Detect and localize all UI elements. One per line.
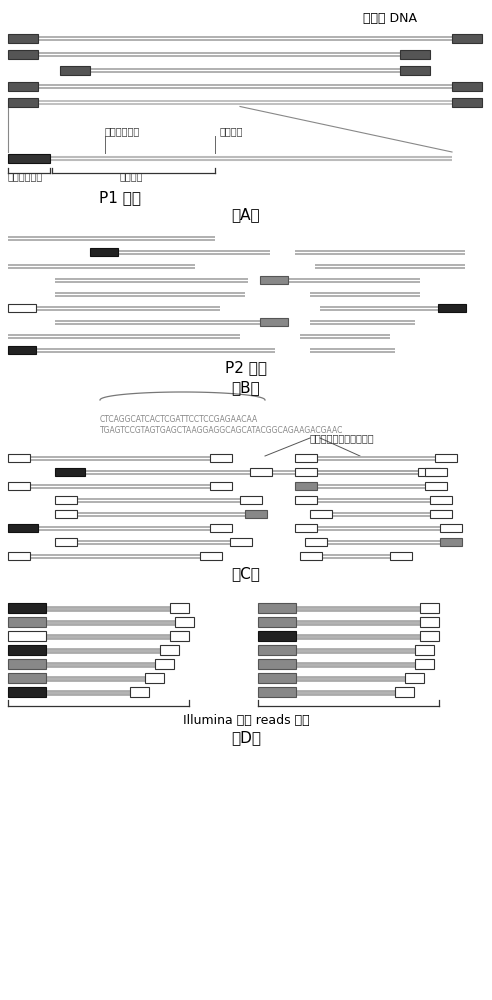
Bar	[420, 617, 439, 627]
Bar	[305, 538, 327, 546]
Text: （D）: （D）	[231, 730, 261, 746]
Text: CTCAGGCATCACTCGATTCCTCCGAGAACAA: CTCAGGCATCACTCGATTCCTCCGAGAACAA	[100, 415, 258, 424]
Bar	[295, 496, 317, 504]
Bar	[8, 603, 46, 613]
Text: 酶切位点: 酶切位点	[220, 126, 244, 136]
Bar	[435, 454, 457, 462]
Bar	[8, 454, 30, 462]
Bar	[8, 631, 46, 641]
Bar	[295, 482, 317, 490]
Bar	[295, 524, 317, 532]
Bar	[295, 454, 317, 462]
Bar	[405, 673, 424, 683]
Bar	[452, 33, 482, 42]
Bar	[258, 659, 296, 669]
Bar	[258, 617, 296, 627]
Bar	[395, 687, 414, 697]
Bar	[55, 538, 77, 546]
Bar	[8, 482, 30, 490]
Bar	[452, 82, 482, 91]
Bar	[55, 468, 85, 476]
Bar	[415, 645, 434, 655]
Bar	[210, 482, 232, 490]
Bar	[452, 98, 482, 106]
Text: 扩增引物位点: 扩增引物位点	[8, 172, 43, 182]
Bar	[8, 33, 38, 42]
Text: 样品标签: 样品标签	[120, 172, 144, 182]
Bar	[300, 552, 322, 560]
Bar	[8, 645, 46, 655]
Bar	[8, 49, 38, 58]
Bar	[170, 631, 189, 641]
Bar	[260, 318, 288, 326]
Bar	[200, 552, 222, 560]
Bar	[390, 552, 412, 560]
Bar	[258, 673, 296, 683]
Bar	[258, 603, 296, 613]
Text: TGAGTCCGTAGTGAGCTAAGGAGGCAGCATACGGCAGAAGACGAAC: TGAGTCCGTAGTGAGCTAAGGAGGCAGCATACGGCAGAAG…	[100, 426, 343, 435]
Bar	[55, 496, 77, 504]
Bar	[145, 673, 164, 683]
Bar	[60, 66, 90, 75]
Bar	[8, 659, 46, 669]
Bar	[8, 524, 38, 532]
Bar	[8, 98, 38, 106]
Bar	[8, 552, 30, 560]
Text: 测序引物位点: 测序引物位点	[105, 126, 140, 136]
Bar	[175, 617, 194, 627]
Bar	[400, 49, 430, 58]
Bar	[8, 153, 50, 162]
Bar	[155, 659, 174, 669]
Bar	[250, 468, 272, 476]
Bar	[415, 659, 434, 669]
Bar	[240, 496, 262, 504]
Bar	[258, 631, 296, 641]
Bar	[260, 276, 288, 284]
Bar	[418, 468, 440, 476]
Bar	[440, 538, 462, 546]
Text: P1 接头: P1 接头	[99, 190, 141, 205]
Text: （C）: （C）	[232, 566, 260, 582]
Bar	[8, 304, 36, 312]
Bar	[90, 248, 118, 256]
Bar	[430, 510, 452, 518]
Bar	[8, 346, 36, 354]
Text: Illumina 测序 reads 长度: Illumina 测序 reads 长度	[183, 714, 309, 726]
Bar	[440, 524, 462, 532]
Bar	[420, 603, 439, 613]
Bar	[430, 496, 452, 504]
Bar	[8, 82, 38, 91]
Text: 反向互补的扩增引物位点: 反向互补的扩增引物位点	[310, 433, 374, 443]
Bar	[8, 673, 46, 683]
Text: P2 接头: P2 接头	[225, 360, 267, 375]
Bar	[425, 468, 447, 476]
Bar	[258, 645, 296, 655]
Bar	[8, 687, 46, 697]
Text: （B）: （B）	[232, 380, 260, 395]
Bar	[230, 538, 252, 546]
Bar	[130, 687, 149, 697]
Bar	[438, 304, 466, 312]
Bar	[245, 510, 267, 518]
Bar	[210, 454, 232, 462]
Bar	[400, 66, 430, 75]
Bar	[170, 603, 189, 613]
Bar	[55, 510, 77, 518]
Bar	[310, 510, 332, 518]
Bar	[420, 631, 439, 641]
Text: （A）: （A）	[232, 208, 260, 223]
Bar	[160, 645, 179, 655]
Bar	[258, 687, 296, 697]
Bar	[8, 617, 46, 627]
Bar	[210, 524, 232, 532]
Bar	[295, 468, 317, 476]
Text: 基因组 DNA: 基因组 DNA	[363, 11, 417, 24]
Bar	[425, 482, 447, 490]
